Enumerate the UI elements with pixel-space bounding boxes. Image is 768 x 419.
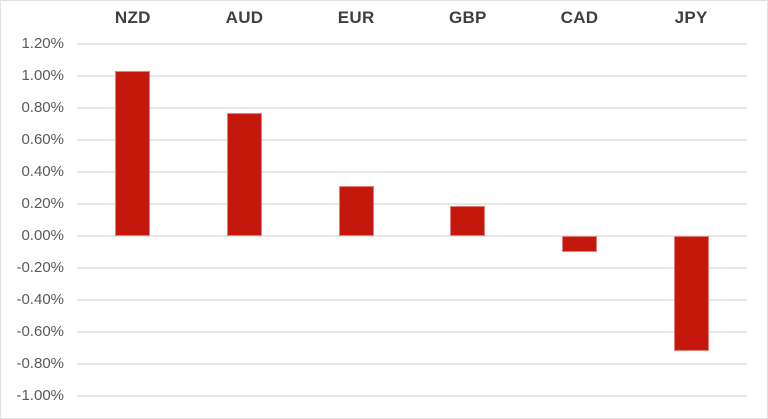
bar-eur xyxy=(338,186,374,236)
gridline xyxy=(77,267,747,269)
y-axis-tick-label: 0.60% xyxy=(21,131,64,148)
gridline xyxy=(77,203,747,205)
gridline xyxy=(77,331,747,333)
y-axis-tick-label: 0.40% xyxy=(21,163,64,180)
bar-cad xyxy=(562,236,597,252)
y-axis-tick-label: -0.20% xyxy=(16,259,64,276)
y-axis-tick-label: -1.00% xyxy=(16,387,64,404)
bar-aud xyxy=(227,112,262,236)
bar-gbp xyxy=(450,205,486,236)
gridline xyxy=(77,107,747,109)
category-label-nzd: NZD xyxy=(114,8,151,27)
y-axis-tick-label: -0.60% xyxy=(16,323,64,340)
gridline xyxy=(77,299,747,301)
category-label-gbp: GBP xyxy=(448,8,487,27)
y-axis-tick-label: 0.80% xyxy=(21,99,64,116)
category-label-cad: CAD xyxy=(560,8,599,27)
gridline xyxy=(77,75,747,77)
gridline xyxy=(77,363,747,365)
y-axis-tick-label: 0.00% xyxy=(21,227,64,244)
category-label-eur: EUR xyxy=(337,8,375,27)
gridline xyxy=(77,139,747,141)
gridline xyxy=(77,171,747,173)
bar-nzd xyxy=(115,71,151,236)
category-label-jpy: JPY xyxy=(674,8,708,27)
gridline xyxy=(77,235,747,237)
y-axis-tick-label: 1.00% xyxy=(21,67,64,84)
gridline xyxy=(77,43,747,45)
category-label-aud: AUD xyxy=(225,8,264,27)
y-axis-tick-label: -0.40% xyxy=(16,291,64,308)
gridline xyxy=(77,395,747,397)
y-axis-tick-label: 1.20% xyxy=(21,35,64,52)
bar-jpy xyxy=(673,236,709,352)
y-axis-tick-label: 0.20% xyxy=(21,195,64,212)
y-axis-tick-label: -0.80% xyxy=(16,355,64,372)
